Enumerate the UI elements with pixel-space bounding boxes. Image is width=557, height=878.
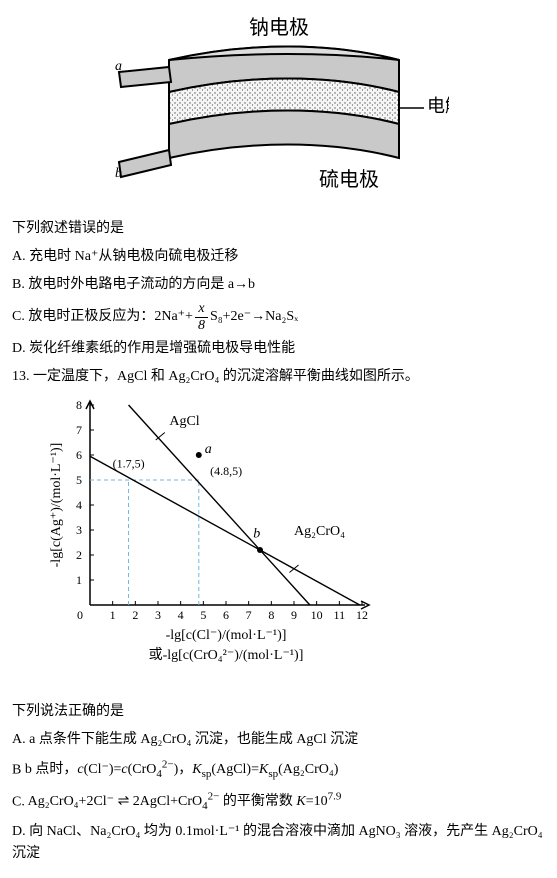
svg-text:Ag₂CrO₄: Ag₂CrO₄ — [294, 524, 345, 539]
q12-prompt: 下列叙述错误的是 — [12, 218, 545, 240]
svg-text:11: 11 — [334, 608, 346, 622]
q13-option-a-text: a 点条件下能生成 Ag₂CrO₄ 沉淀，也能生成 AgCl 沉淀 — [29, 732, 358, 747]
svg-text:AgCl: AgCl — [169, 414, 199, 429]
q13-option-b-text: b 点时，c(Cl⁻)=c(CrO42−)，Ksp(AgCl)=Ksp(Ag₂C… — [25, 762, 339, 777]
q13-option-c-text: Ag₂CrO₄+2Cl⁻ ⇌ 2AgCl+CrO42− 的平衡常数 K=107.… — [28, 794, 342, 809]
svg-text:3: 3 — [155, 608, 161, 622]
svg-text:6: 6 — [223, 608, 229, 622]
svg-text:12: 12 — [356, 608, 368, 622]
q13-option-d: D. 向 NaCl、Na₂CrO₄ 均为 0.1mol·L⁻¹ 的混合溶液中滴加… — [12, 821, 545, 866]
battery-label-bottom: 硫电极 — [319, 168, 379, 191]
svg-text:7: 7 — [246, 608, 252, 622]
svg-text:8: 8 — [76, 398, 82, 412]
svg-text:4: 4 — [178, 608, 184, 622]
solubility-graph: 123456789101112012345678AgClAg₂CrO₄a(4.8… — [42, 395, 372, 695]
q12-option-b: B. 放电时外电路电子流动的方向是 a→b — [12, 274, 545, 296]
battery-label-electrolyte: 电解质 — [427, 96, 449, 116]
svg-text:或-lg[c(CrO₄²⁻)/(mol·L⁻¹)]: 或-lg[c(CrO₄²⁻)/(mol·L⁻¹)] — [149, 647, 304, 663]
q12-option-c-suffix: S₈+2e⁻→Na₂Sₓ — [210, 309, 298, 324]
q13-option-d-text: 向 NaCl、Na₂CrO₄ 均为 0.1mol·L⁻¹ 的混合溶液中滴加 Ag… — [12, 824, 543, 861]
q12-option-a: A. 充电时 Na⁺从钠电极向硫电极迁移 — [12, 246, 545, 268]
svg-text:7: 7 — [76, 423, 82, 437]
svg-text:2: 2 — [76, 548, 82, 562]
q13-prompt: 下列说法正确的是 — [12, 701, 545, 723]
svg-text:9: 9 — [291, 608, 297, 622]
svg-text:-lg[c(Cl⁻)/(mol·L⁻¹)]: -lg[c(Cl⁻)/(mol·L⁻¹)] — [166, 628, 287, 643]
q12-option-a-text: 充电时 Na⁺从钠电极向硫电极迁移 — [29, 249, 238, 264]
svg-text:6: 6 — [76, 448, 82, 462]
svg-text:1: 1 — [76, 573, 82, 587]
q13-option-c: C. Ag₂CrO₄+2Cl⁻ ⇌ 2AgCl+CrO42− 的平衡常数 K=1… — [12, 789, 545, 816]
q12-option-d-text: 炭化纤维素纸的作用是增强硫电极导电性能 — [29, 341, 295, 356]
svg-text:(4.8,5): (4.8,5) — [210, 464, 242, 478]
svg-text:4: 4 — [76, 498, 82, 512]
svg-text:2: 2 — [132, 608, 138, 622]
svg-text:1: 1 — [110, 608, 116, 622]
svg-text:a: a — [205, 442, 212, 457]
q13-option-a: A. a 点条件下能生成 Ag₂CrO₄ 沉淀，也能生成 AgCl 沉淀 — [12, 729, 545, 751]
svg-text:8: 8 — [268, 608, 274, 622]
q13-stem: 13. 一定温度下，AgCl 和 Ag₂CrO₄ 的沉淀溶解平衡曲线如图所示。 — [12, 366, 545, 388]
svg-text:5: 5 — [76, 473, 82, 487]
battery-label-top: 钠电极 — [249, 16, 309, 39]
q12-option-c-prefix: 放电时正极反应为：2Na⁺+ — [28, 309, 193, 324]
battery-diagram: 钠电极 a b 电解质 硫电极 — [109, 12, 449, 212]
svg-text:-lg[c(Ag⁺)/(mol·L⁻¹)]: -lg[c(Ag⁺)/(mol·L⁻¹)] — [49, 442, 64, 567]
terminal-a-label: a — [115, 59, 122, 74]
svg-text:0: 0 — [77, 608, 83, 622]
svg-text:10: 10 — [311, 608, 323, 622]
svg-text:5: 5 — [200, 608, 206, 622]
terminal-b-label: b — [115, 166, 122, 181]
q12-option-d: D. 炭化纤维素纸的作用是增强硫电极导电性能 — [12, 338, 545, 360]
q12-option-c: C. 放电时正极反应为：2Na⁺+x8S₈+2e⁻→Na₂Sₓ — [12, 301, 545, 333]
svg-text:b: b — [253, 526, 260, 541]
svg-text:(1.7,5): (1.7,5) — [113, 456, 145, 470]
fraction-icon: x8 — [195, 301, 208, 333]
q13-option-b: B b 点时，c(Cl⁻)=c(CrO42−)，Ksp(AgCl)=Ksp(Ag… — [12, 757, 545, 784]
q12-option-b-text: 放电时外电路电子流动的方向是 a→b — [28, 277, 255, 292]
svg-text:3: 3 — [76, 523, 82, 537]
